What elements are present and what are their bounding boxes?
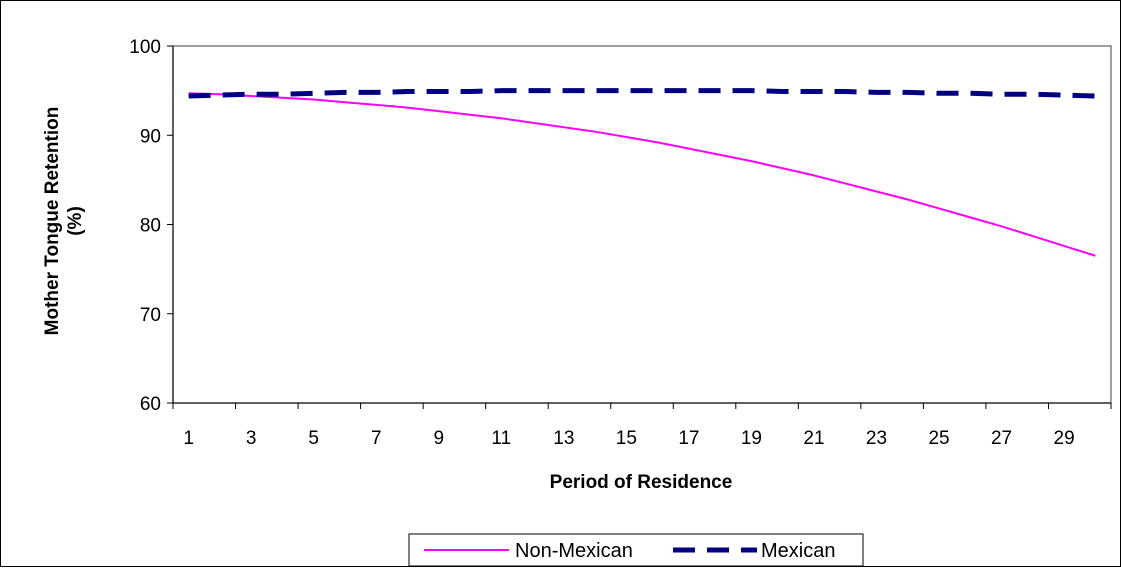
y-tick-label: 100 [129,37,161,58]
legend-label-mexican: Mexican [761,540,835,562]
x-tick-label: 11 [491,428,511,449]
x-tick-label: 9 [433,428,444,449]
x-tick-label: 17 [678,428,699,449]
x-tick-label: 5 [308,428,319,449]
legend: Non-Mexican Mexican [408,533,864,567]
y-tick-label: 80 [140,216,161,237]
x-axis-title: Period of Residence [550,472,733,493]
x-tick-label: 3 [246,428,257,449]
plot-frame [172,45,1112,404]
x-tick-label: 29 [1054,428,1075,449]
y-tick-label: 90 [140,126,161,147]
series-line-mexican [188,88,1096,99]
y-tick-label: 70 [140,305,161,326]
legend-label-non-mexican: Non-Mexican [515,540,633,562]
y-axis: 60 70 80 90 100 [129,37,174,415]
x-axis: 1 3 5 7 9 11 13 15 17 19 21 23 25 27 29 [172,402,1112,449]
y-tick-label: 60 [140,394,161,415]
x-tick-label: 13 [553,428,574,449]
plot-area [172,45,1112,404]
x-tick-label: 1 [183,428,194,449]
x-tick-label: 27 [991,428,1012,449]
x-tick-label: 7 [371,428,382,449]
x-tick-label: 19 [741,428,762,449]
x-tick-label: 21 [803,428,824,449]
x-tick-label: 15 [616,428,637,449]
x-tick-label: 25 [928,428,949,449]
x-tick-label: 23 [866,428,887,449]
y-axis-title-line2: (%) [65,206,86,236]
series-line-non-mexican [188,92,1096,257]
y-axis-title-line1: Mother Tongue Retention [42,107,63,336]
series-layer [188,88,1096,257]
